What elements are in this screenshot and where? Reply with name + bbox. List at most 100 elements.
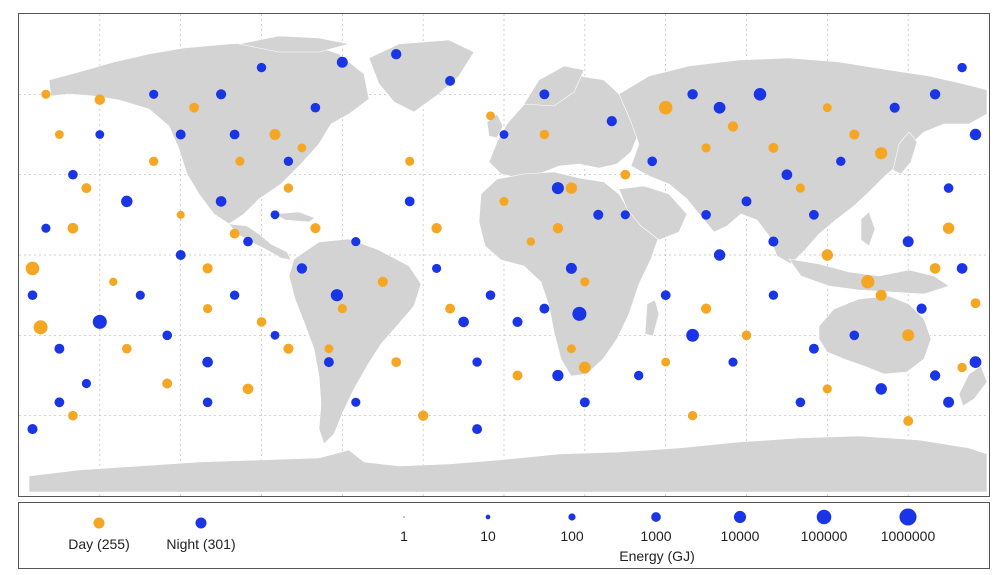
night-event-point bbox=[175, 250, 186, 260]
night-event-point bbox=[27, 290, 38, 301]
legend-energy-title: Energy (GJ) bbox=[619, 548, 694, 564]
day-event-point bbox=[41, 89, 51, 99]
day-event-point bbox=[727, 121, 739, 132]
size-legend-label: 10 bbox=[480, 528, 496, 544]
day-event-point bbox=[741, 330, 752, 341]
night-event-point bbox=[216, 89, 227, 100]
land-masses bbox=[28, 35, 988, 493]
day-event-point bbox=[795, 183, 805, 193]
land-japan bbox=[892, 131, 918, 175]
night-event-point bbox=[229, 290, 240, 300]
day-event-point bbox=[580, 277, 590, 287]
day-event-point bbox=[121, 343, 132, 354]
size-legend-label: 1000000 bbox=[881, 528, 936, 544]
land-new-zealand bbox=[958, 365, 988, 407]
day-event-point bbox=[701, 143, 711, 153]
day-event-point bbox=[875, 289, 887, 301]
day-event-point bbox=[33, 320, 48, 335]
day-event-point bbox=[235, 156, 245, 166]
night-event-point bbox=[889, 102, 900, 113]
night-event-point bbox=[135, 290, 145, 300]
night-event-point bbox=[351, 397, 361, 407]
night-event-point bbox=[41, 223, 51, 233]
day-event-point bbox=[229, 228, 240, 239]
night-event-point bbox=[713, 249, 726, 261]
day-event-point bbox=[391, 357, 402, 367]
day-event-point bbox=[337, 304, 347, 314]
day-event-point bbox=[283, 343, 294, 354]
night-event-point bbox=[795, 397, 806, 408]
night-event-point bbox=[768, 290, 779, 300]
night-event-point bbox=[202, 356, 213, 368]
night-event-point bbox=[551, 182, 564, 195]
night-event-point bbox=[472, 424, 483, 435]
night-event-point bbox=[229, 129, 240, 140]
size-legend-label: 100 bbox=[560, 528, 584, 544]
day-event-point bbox=[526, 237, 536, 246]
night-event-point bbox=[753, 88, 767, 101]
land-caribbean bbox=[272, 211, 316, 223]
day-event-point bbox=[109, 277, 118, 286]
day-event-point bbox=[405, 156, 415, 166]
day-event-point bbox=[67, 222, 79, 234]
day-event-point bbox=[565, 182, 578, 194]
night-event-point bbox=[647, 156, 658, 167]
legend-day-swatch bbox=[93, 517, 105, 529]
day-event-point bbox=[620, 169, 631, 180]
legend: Day (255) Night (301) 1 10 100 1000 10000 100… bbox=[68, 508, 935, 564]
night-event-point bbox=[54, 343, 65, 354]
night-event-point bbox=[499, 130, 509, 139]
night-event-point bbox=[956, 263, 968, 274]
night-event-point bbox=[270, 330, 280, 340]
day-event-point bbox=[68, 410, 78, 421]
day-event-point bbox=[324, 344, 334, 354]
day-event-point bbox=[849, 129, 860, 140]
size-legend-circle bbox=[733, 510, 747, 524]
night-event-point bbox=[215, 196, 227, 207]
day-event-point bbox=[148, 156, 159, 167]
night-event-point bbox=[310, 102, 321, 113]
size-legend: 1 10 100 1000 10000 100000 1000000 bbox=[400, 508, 935, 544]
night-event-point bbox=[283, 156, 294, 167]
day-event-point bbox=[297, 143, 307, 153]
night-event-point bbox=[458, 316, 469, 328]
size-legend-circle bbox=[403, 516, 405, 518]
night-event-point bbox=[351, 237, 361, 247]
night-event-point bbox=[472, 357, 482, 367]
day-event-point bbox=[162, 378, 173, 389]
land-antarctica bbox=[28, 435, 988, 493]
day-event-point bbox=[661, 357, 671, 367]
night-event-point bbox=[296, 263, 308, 274]
night-event-point bbox=[572, 306, 587, 321]
night-event-point bbox=[606, 116, 617, 127]
size-legend-circle bbox=[568, 513, 576, 521]
day-event-point bbox=[552, 223, 564, 234]
night-event-point bbox=[391, 49, 402, 60]
legend-night-label: Night (301) bbox=[166, 536, 235, 552]
land-south-america bbox=[288, 238, 422, 445]
night-event-point bbox=[593, 209, 604, 220]
day-event-point bbox=[578, 361, 591, 374]
night-event-point bbox=[916, 303, 927, 314]
night-event-point bbox=[162, 330, 173, 341]
size-legend-circle bbox=[651, 512, 661, 522]
night-event-point bbox=[330, 289, 344, 302]
day-event-point bbox=[957, 362, 967, 373]
day-event-point bbox=[902, 329, 915, 342]
night-event-point bbox=[92, 314, 107, 329]
day-event-point bbox=[203, 304, 213, 314]
land-greenland bbox=[368, 39, 475, 113]
night-event-point bbox=[256, 62, 267, 73]
night-event-point bbox=[808, 343, 819, 354]
night-event-point bbox=[929, 89, 941, 100]
night-event-point bbox=[432, 263, 442, 273]
day-event-point bbox=[822, 384, 832, 394]
world-map bbox=[19, 14, 989, 496]
night-event-point bbox=[579, 397, 590, 408]
night-event-point bbox=[175, 129, 186, 140]
night-event-point bbox=[809, 209, 819, 220]
legend-panel: Day (255) Night (301) 1 10 100 1000 10000 100… bbox=[18, 502, 990, 569]
night-event-point bbox=[54, 397, 65, 408]
land-philippines bbox=[860, 211, 876, 247]
day-event-point bbox=[942, 222, 955, 234]
